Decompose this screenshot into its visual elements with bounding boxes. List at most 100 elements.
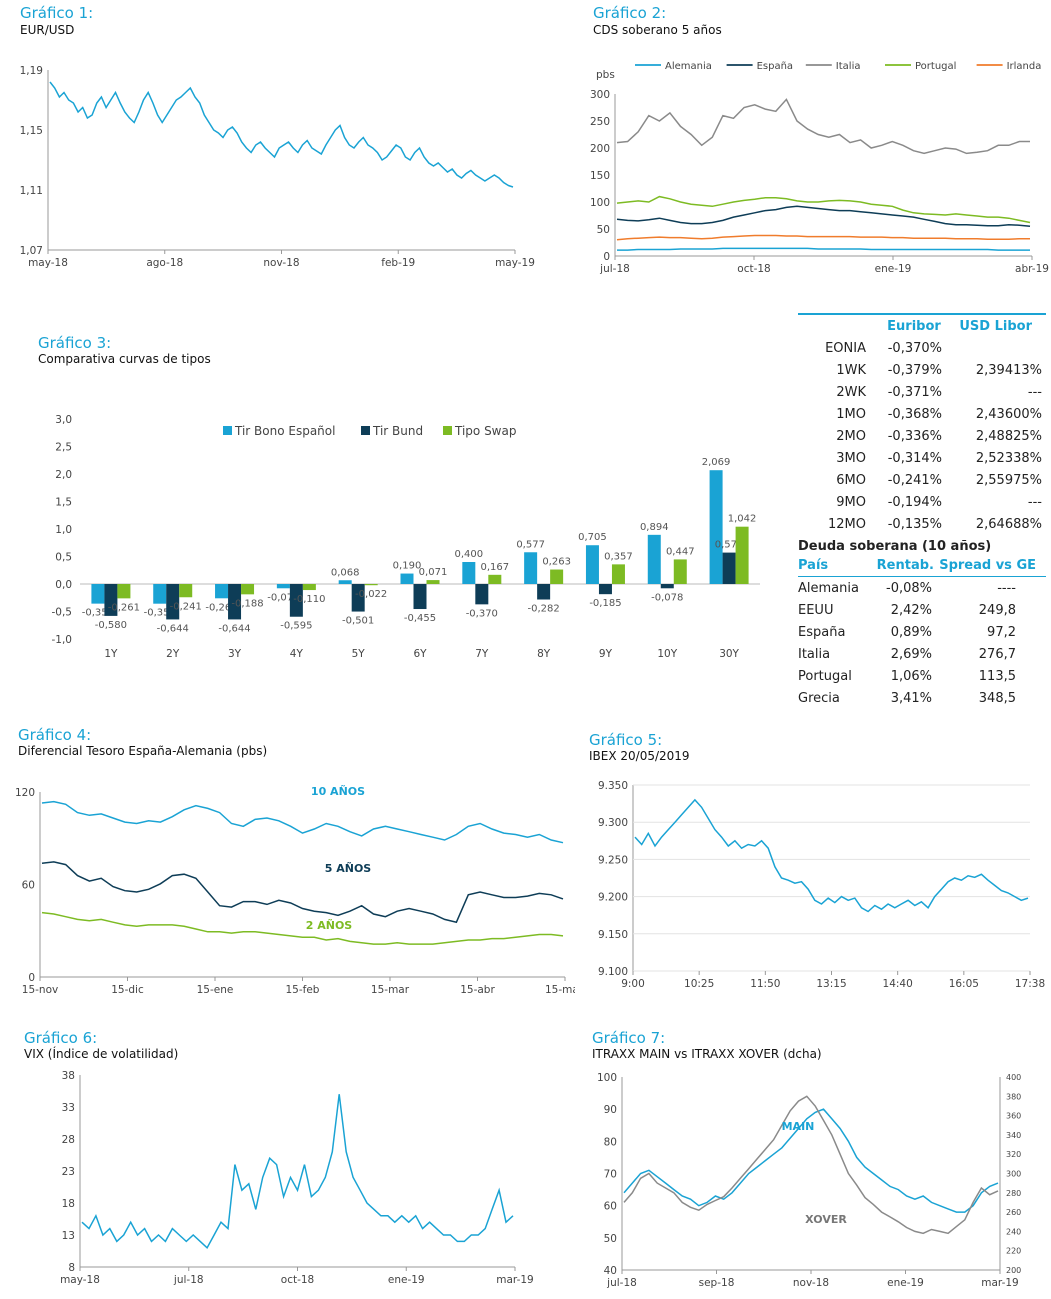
series-line-xover xyxy=(623,1095,999,1235)
rates-row: 12MO -0,135% 2,64688% xyxy=(798,513,1046,535)
y-tick-label: 0,5 xyxy=(55,552,72,564)
debt-cell: Italia xyxy=(798,646,831,662)
y-tick-label: 9.200 xyxy=(598,892,628,904)
bar-10y-0 xyxy=(647,534,661,584)
y-tick-label: 9.150 xyxy=(598,929,628,941)
y2-tick-label: 360 xyxy=(1006,1112,1021,1121)
rates-cell: 2,55975% xyxy=(975,472,1042,488)
rates-cell: 2,52338% xyxy=(975,450,1042,466)
bar-value-label: -0,370 xyxy=(466,608,498,619)
y-tick-label: 200 xyxy=(590,143,610,155)
series-line-irlanda xyxy=(616,234,1030,241)
y-tick-label: 1,5 xyxy=(55,497,72,509)
chart-panel-7: Gráfico 7: ITRAXX MAIN vs ITRAXX XOVER (… xyxy=(560,1025,1051,1299)
x-tick-label: ago-18 xyxy=(146,257,183,269)
chart-6-subtitle: VIX (Índice de volatilidad) xyxy=(24,1047,179,1061)
x-tick-label: 4Y xyxy=(290,648,304,660)
debt-cell: 1,06% xyxy=(890,668,932,684)
rates-cell: -0,370% xyxy=(887,340,942,356)
legend-label: Italia xyxy=(836,61,861,72)
x-tick-label: 7Y xyxy=(475,648,489,660)
bar-3y-1 xyxy=(228,584,242,620)
debt-table: País Rentab. Spread vs GE Alemania -0,08%… xyxy=(798,554,1046,709)
series-line-main xyxy=(81,1094,514,1250)
rates-cell: 2,48825% xyxy=(975,428,1042,444)
bar-value-label: -0,188 xyxy=(231,598,263,609)
bar-9y-2 xyxy=(611,564,625,584)
y-tick-label: 28 xyxy=(62,1134,75,1146)
y-tick-label: 3,0 xyxy=(55,414,72,426)
bar-6y-1 xyxy=(413,584,427,610)
x-tick-label: abr-19 xyxy=(1015,263,1049,275)
rates-cell: --- xyxy=(1027,494,1042,510)
x-tick-label: ene-19 xyxy=(887,1277,924,1289)
bar-value-label: -0,644 xyxy=(157,623,189,634)
bar-3y-2 xyxy=(241,584,255,595)
y2-tick-label: 200 xyxy=(1006,1266,1021,1275)
y-tick-label: 90 xyxy=(604,1104,617,1116)
y-tick-label: 1,07 xyxy=(20,245,43,257)
bar-value-label: 0,071 xyxy=(419,567,448,578)
bar-8y-0 xyxy=(524,552,538,584)
rates-cell: -0,368% xyxy=(887,406,942,422)
debt-row: EEUU 2,42% 249,8 xyxy=(798,599,1046,621)
rates-row: 2WK -0,371% --- xyxy=(798,381,1046,403)
bar-8y-1 xyxy=(537,584,551,600)
series-line-10-a-os xyxy=(41,800,564,844)
debt-row: España 0,89% 97,2 xyxy=(798,621,1046,643)
x-tick-label: 15-may xyxy=(545,984,575,996)
bar-4y-0 xyxy=(276,584,290,589)
y-tick-label: -1,0 xyxy=(52,634,73,646)
y-tick-label: 1,0 xyxy=(55,524,72,536)
bar-value-label: -0,644 xyxy=(218,623,250,634)
legend-label: Tir Bono Español xyxy=(234,424,335,438)
x-tick-label: 11:50 xyxy=(750,978,780,990)
bar-7y-1 xyxy=(475,584,489,605)
chart-panel-6: Gráfico 6: VIX (Índice de volatilidad) 3… xyxy=(0,1025,540,1299)
chart-6-title: Gráfico 6: xyxy=(24,1029,98,1047)
rates-cell: 2WK xyxy=(836,384,866,400)
y-tick-label: 60 xyxy=(22,880,35,892)
x-tick-label: jul-18 xyxy=(599,263,630,275)
x-tick-label: nov-18 xyxy=(263,257,299,269)
debt-cell: ---- xyxy=(997,580,1016,596)
chart-2-subtitle: CDS soberano 5 años xyxy=(593,23,722,37)
bar-5y-1 xyxy=(351,584,365,612)
x-tick-label: oct-18 xyxy=(737,263,770,275)
x-tick-label: mar-19 xyxy=(981,1277,1018,1289)
bar-30y-2 xyxy=(735,526,749,584)
rates-cell: 9MO xyxy=(836,494,866,510)
y2-tick-label: 220 xyxy=(1006,1247,1021,1256)
chart-4-svg: 120 60 015-nov 15-dic 15-ene 15-feb 15-mar 15-a… xyxy=(15,785,575,996)
rates-cell: 2MO xyxy=(836,428,866,444)
x-tick-label: 15-nov xyxy=(22,984,58,996)
x-tick-label: 13:15 xyxy=(816,978,846,990)
series-label: 2 AÑOS xyxy=(306,919,353,932)
debt-cell: España xyxy=(798,624,846,640)
debt-row: Portugal 1,06% 113,5 xyxy=(798,665,1046,687)
bar-value-label: 0,400 xyxy=(454,549,483,560)
y-tick-label: 80 xyxy=(604,1136,617,1148)
bar-value-label: 1,042 xyxy=(728,514,757,525)
bar-1y-2 xyxy=(117,584,131,599)
rates-cell: -0,314% xyxy=(887,450,942,466)
rates-cell: --- xyxy=(1027,384,1042,400)
debt-cell: Alemania xyxy=(798,580,859,596)
x-tick-label: oct-18 xyxy=(281,1274,314,1286)
y2-tick-label: 340 xyxy=(1006,1131,1021,1140)
bar-value-label: -0,282 xyxy=(528,604,560,615)
y-tick-label: 1,19 xyxy=(20,65,43,77)
debt-cell: 2,69% xyxy=(890,646,932,662)
y-tick-label: 50 xyxy=(597,224,610,236)
chart-5-title: Gráfico 5: xyxy=(589,731,663,749)
y2-tick-label: 400 xyxy=(1006,1073,1021,1082)
y2-tick-label: 320 xyxy=(1006,1150,1021,1159)
y-tick-label: 23 xyxy=(62,1166,75,1178)
x-tick-label: sep-18 xyxy=(699,1277,735,1289)
y-tick-label: 9.250 xyxy=(598,854,628,866)
series-line-portugal xyxy=(616,195,1031,224)
rates-cell: 12MO xyxy=(828,516,866,532)
y-tick-label: 300 xyxy=(590,89,610,101)
y2-tick-label: 300 xyxy=(1006,1170,1021,1179)
